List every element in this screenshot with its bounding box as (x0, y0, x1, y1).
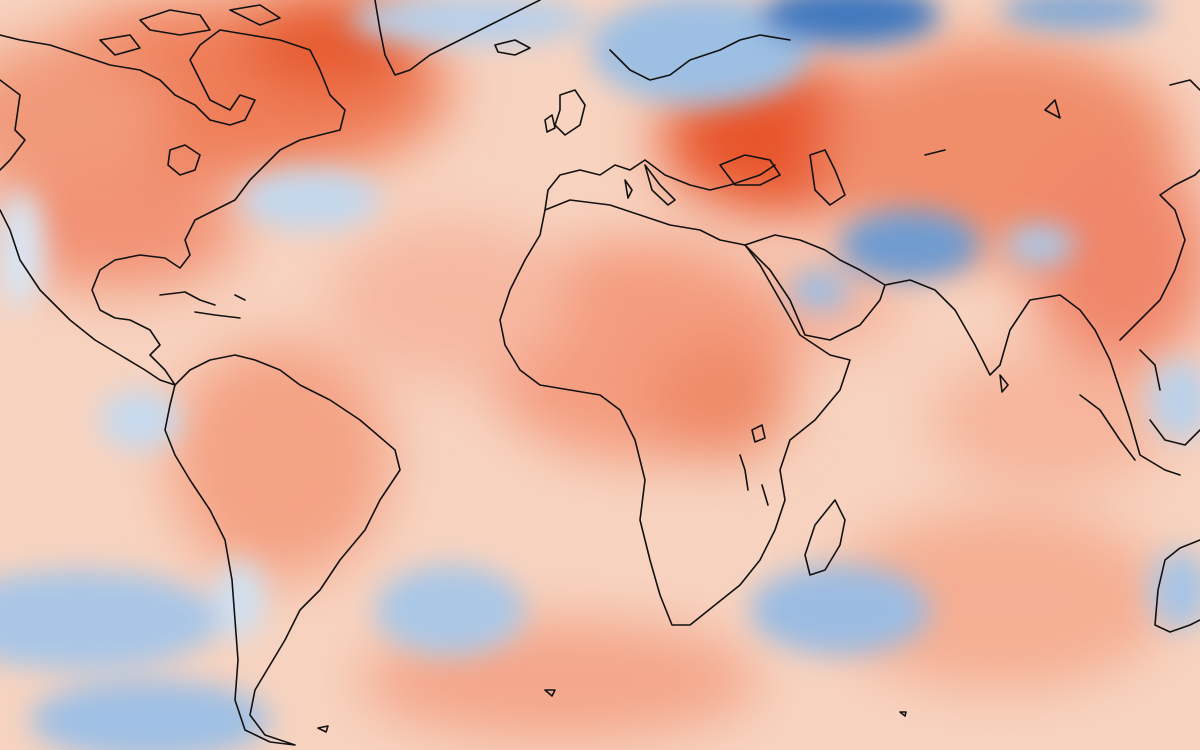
madagascar-coast (804, 499, 846, 576)
british-isles-coast (544, 89, 586, 136)
india-coast (884, 279, 1096, 376)
greenland-coast (374, 0, 541, 76)
caribbean-islands (159, 291, 246, 319)
southeast-asia-coast (1079, 329, 1200, 476)
east-asia-coast (1119, 169, 1200, 341)
australia-coast (1154, 539, 1200, 633)
south-america-coast (164, 354, 401, 746)
caspian-sea-coast (809, 149, 846, 206)
africa-coast (499, 199, 851, 626)
black-sea-coast (719, 154, 781, 186)
europe-coast (544, 34, 791, 211)
arabian-peninsula-coast (744, 234, 886, 341)
north-america-coast (0, 29, 346, 386)
